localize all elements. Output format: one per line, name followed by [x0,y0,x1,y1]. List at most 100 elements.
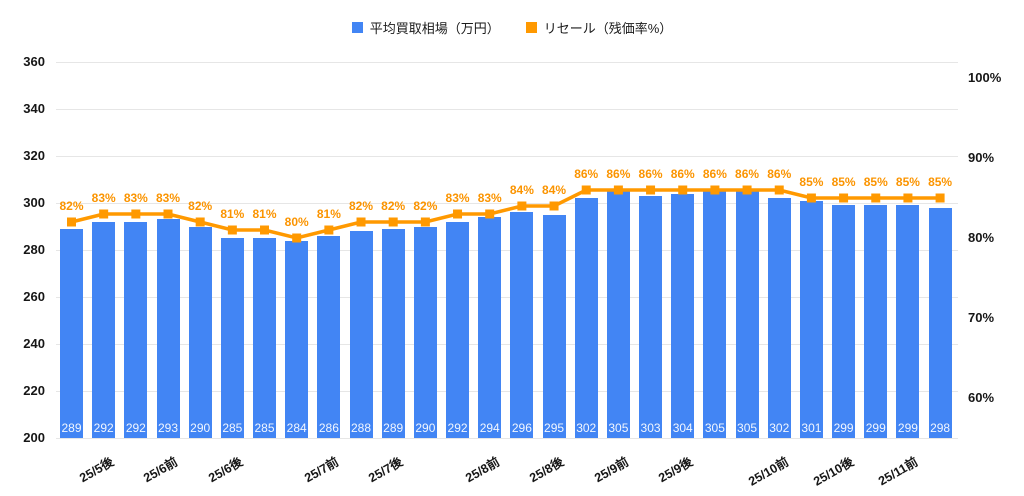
line-point-marker[interactable] [388,217,398,227]
bar[interactable]: 285 [220,238,244,438]
line-point-marker[interactable] [549,201,559,211]
x-axis-tick-label: 25/8後 [527,454,567,486]
line-point-marker[interactable] [485,209,495,219]
line-point-marker[interactable] [324,225,334,235]
line-point-marker[interactable] [131,209,141,219]
line-point-marker[interactable] [260,225,270,235]
bar-value-label: 294 [479,420,500,435]
bar-value-label: 299 [897,420,918,435]
gridline [56,109,958,110]
line-point-marker[interactable] [453,209,463,219]
gridline [56,344,958,345]
x-axis-tick-label: 25/10後 [810,454,856,489]
legend-item-label: 平均買取相場（万円） [369,21,500,36]
bar[interactable]: 288 [349,231,373,438]
line-point-marker[interactable] [678,185,688,195]
right-axis-tick-label: 90% [968,150,995,165]
line-annotation-label: 83% [445,191,470,205]
bar-value-label: 299 [865,420,886,435]
bar[interactable]: 301 [799,200,823,438]
bar[interactable]: 299 [832,205,856,438]
legend-item-buyback-price: 平均買取相場（万円） [351,18,500,37]
bar-value-label: 295 [544,421,565,435]
line-point-marker[interactable] [420,217,430,227]
left-axis-tick-label: 240 [23,336,45,351]
line-annotation-label: 86% [670,167,695,181]
x-axis-tick-label: 25/8前 [463,454,502,486]
bar[interactable]: 284 [285,240,309,438]
bar[interactable]: 303 [639,195,663,438]
bar-value-label: 292 [93,420,114,435]
line-point-marker[interactable] [517,201,527,211]
line-path [71,188,941,240]
bar-value-label: 303 [640,420,661,435]
bar[interactable]: 305 [703,191,727,438]
x-axis-tick-label: 25/9前 [591,454,631,486]
line-point-marker[interactable] [903,193,913,203]
bar[interactable]: 289 [381,228,405,438]
bar[interactable]: 293 [156,219,180,438]
line-annotation-label: 86% [735,167,760,181]
bar[interactable]: 299 [864,205,888,438]
bar-value-label: 305 [737,421,758,435]
line-annotation-label: 82% [413,199,438,213]
bar[interactable]: 292 [124,221,148,438]
bar-value-label: 298 [930,420,951,435]
bar-value-label: 290 [415,421,436,435]
line-point-marker[interactable] [871,193,881,203]
line-point-marker[interactable] [227,225,237,235]
bar[interactable]: 295 [542,214,566,438]
line-annotation-label: 81% [220,207,245,221]
line-point-marker[interactable] [774,185,784,195]
bar-value-label: 302 [576,420,597,435]
bar[interactable]: 296 [510,212,534,438]
left-axis-tick-label: 320 [23,148,45,163]
bar[interactable]: 286 [317,235,341,438]
line-annotation-label: 86% [574,167,599,181]
bar[interactable]: 292 [446,221,470,438]
bar[interactable]: 305 [735,191,759,438]
line-point-marker[interactable] [742,185,752,195]
line-point-marker[interactable] [163,209,173,219]
line-point-marker[interactable] [613,185,623,195]
line-annotation-label: 81% [316,207,341,221]
bar[interactable]: 302 [574,198,598,438]
bar[interactable]: 285 [253,238,277,438]
bar[interactable]: 298 [928,207,952,438]
line-point-marker[interactable] [839,193,849,203]
line-annotation-label: 83% [155,191,181,205]
legend-item-label: リセール（残価率%） [543,21,673,36]
line-point-marker[interactable] [806,193,816,203]
bar[interactable]: 305 [606,191,630,438]
line-point-marker[interactable] [935,193,945,203]
line-annotation-label: 80% [284,215,309,229]
bar[interactable]: 294 [478,217,502,438]
x-axis-tick-label: 25/7後 [366,454,406,486]
bar[interactable]: 304 [671,193,695,438]
line-point-marker[interactable] [646,185,656,195]
line-annotation-label: 83% [477,191,502,205]
line-point-marker[interactable] [67,217,76,227]
line-point-marker[interactable] [356,217,366,227]
line-annotation-label: 82% [349,199,374,213]
bar[interactable]: 289 [60,228,83,438]
bar[interactable]: 302 [767,198,791,438]
bar[interactable]: 292 [92,221,116,438]
line-point-marker[interactable] [581,185,591,195]
bar[interactable]: 299 [896,205,920,438]
line-point-marker[interactable] [710,185,720,195]
line-point-marker[interactable] [292,233,302,243]
x-axis-tick-label: 25/11前 [875,454,921,489]
bar[interactable]: 290 [413,226,437,438]
x-axis-tick-label: 25/6前 [141,454,181,486]
bar-value-label: 289 [61,420,82,435]
gridline [56,203,958,204]
line-annotation-label: 85% [799,175,824,189]
line-point-marker[interactable] [99,209,109,219]
right-axis-tick-label: 100% [968,70,1002,85]
bar[interactable]: 290 [188,226,212,438]
line-point-marker[interactable] [195,217,205,227]
bar-value-label: 285 [254,421,275,435]
bar-value-label: 284 [286,420,307,435]
